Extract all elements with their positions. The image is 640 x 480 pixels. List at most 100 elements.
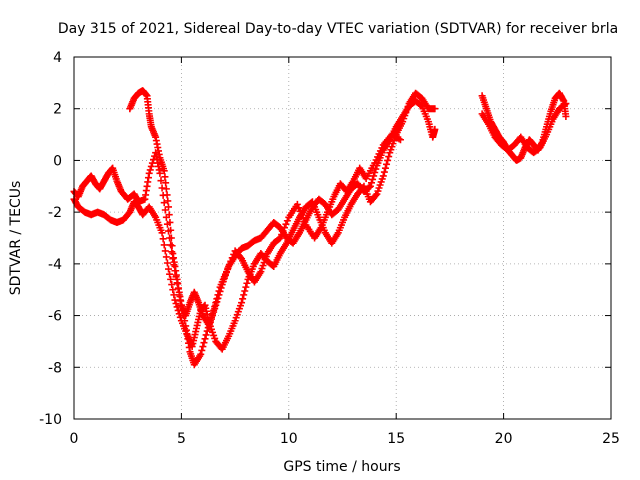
x-tick-label: 0: [70, 431, 79, 447]
data-point: [243, 279, 251, 287]
x-tick-label: 5: [177, 431, 186, 447]
data-point: [166, 218, 174, 226]
data-point: [163, 191, 171, 199]
data-point: [160, 199, 168, 207]
chart-title: Day 315 of 2021, Sidereal Day-to-day VTE…: [58, 21, 618, 37]
data-point: [215, 291, 223, 299]
data-point: [162, 253, 170, 261]
data-point: [241, 287, 249, 295]
data-point: [197, 350, 205, 358]
data-point: [209, 312, 217, 320]
data-point: [168, 242, 176, 250]
data-point: [146, 166, 154, 174]
data-point: [199, 343, 207, 351]
data-point: [562, 112, 570, 120]
data-point: [160, 241, 168, 249]
data-point: [214, 294, 222, 302]
y-tick-label: -10: [39, 412, 62, 428]
data-point: [145, 169, 153, 177]
y-tick-label: 2: [53, 102, 62, 118]
data-point: [366, 182, 374, 190]
data-point: [283, 217, 291, 225]
x-tick-label: 25: [602, 431, 620, 447]
data-point: [167, 275, 175, 283]
data-point: [161, 173, 169, 181]
data-point: [162, 185, 170, 193]
data-point: [371, 168, 379, 176]
data-point: [167, 241, 175, 249]
data-point: [158, 184, 166, 192]
data-point: [561, 100, 569, 108]
data-point: [165, 265, 173, 273]
data-point: [367, 179, 375, 187]
data-point: [202, 331, 210, 339]
x-tick-label: 20: [495, 431, 513, 447]
data-point: [167, 234, 175, 242]
data-point: [206, 318, 214, 326]
data-point: [165, 211, 173, 219]
x-tick-label: 10: [280, 431, 298, 447]
data-point: [172, 300, 180, 308]
data-point: [383, 160, 391, 168]
y-tick-label: 0: [53, 153, 62, 169]
data-point: [240, 291, 248, 299]
x-axis-label: GPS time / hours: [283, 459, 400, 475]
data-point: [162, 179, 170, 187]
data-point: [201, 335, 209, 343]
data-point: [365, 183, 373, 191]
data-point: [217, 284, 225, 292]
data-point: [157, 177, 165, 185]
data-point: [242, 283, 250, 291]
y-tick-label: -4: [48, 257, 62, 273]
data-point: [381, 164, 389, 172]
data-point: [160, 167, 168, 175]
data-point: [210, 308, 218, 316]
data-point: [164, 197, 172, 205]
data-point: [198, 346, 206, 354]
data-point: [168, 281, 176, 289]
data-point: [276, 234, 284, 242]
y-tick-label: -8: [48, 360, 62, 376]
data-point: [239, 295, 247, 303]
data-point: [238, 299, 246, 307]
data-point: [372, 165, 380, 173]
data-point: [372, 191, 380, 199]
data-point: [207, 315, 215, 323]
data-point: [169, 286, 177, 294]
data-point: [176, 313, 184, 321]
data-point: [213, 298, 221, 306]
data-point: [166, 270, 174, 278]
data-point: [370, 172, 378, 180]
data-points: [70, 87, 570, 369]
x-tick-label: 15: [387, 431, 405, 447]
data-point: [161, 247, 169, 255]
data-point: [158, 229, 166, 237]
y-tick-label: 4: [53, 50, 62, 66]
data-point: [203, 327, 211, 335]
data-point: [212, 301, 220, 309]
data-point: [216, 287, 224, 295]
data-point: [396, 136, 404, 144]
y-tick-label: -6: [48, 309, 62, 325]
data-point: [163, 259, 171, 267]
data-point: [380, 168, 388, 176]
data-point: [395, 135, 403, 143]
y-tick-label: -2: [48, 205, 62, 221]
data-point: [275, 235, 283, 243]
data-point: [211, 305, 219, 313]
data-point: [200, 339, 208, 347]
plot-frame: [73, 56, 612, 420]
grid: [74, 57, 611, 419]
data-point: [431, 105, 439, 113]
data-point: [165, 203, 173, 211]
data-point: [282, 220, 290, 228]
data-point: [205, 322, 213, 330]
data-point: [384, 156, 392, 164]
data-point: [293, 200, 301, 208]
data-point: [369, 175, 377, 183]
data-point: [147, 162, 155, 170]
data-point: [379, 172, 387, 180]
data-point: [170, 291, 178, 299]
